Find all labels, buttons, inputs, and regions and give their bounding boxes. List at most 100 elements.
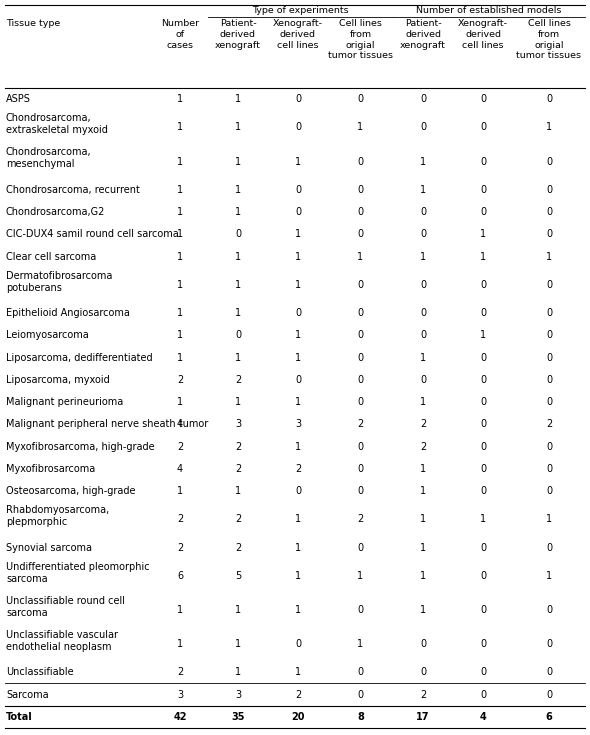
Text: 0: 0 [295, 184, 301, 195]
Text: 1: 1 [420, 486, 426, 496]
Text: 2: 2 [546, 419, 552, 429]
Text: 4: 4 [480, 712, 486, 722]
Text: 0: 0 [480, 486, 486, 496]
Text: 0: 0 [480, 605, 486, 615]
Text: 0: 0 [358, 330, 363, 340]
Text: 1: 1 [235, 280, 241, 290]
Text: 1: 1 [235, 122, 241, 132]
Text: 0: 0 [420, 122, 426, 132]
Text: 1: 1 [420, 157, 426, 167]
Text: 0: 0 [295, 122, 301, 132]
Text: 0: 0 [420, 639, 426, 649]
Text: 1: 1 [420, 571, 426, 581]
Text: 5: 5 [235, 571, 241, 581]
Text: 0: 0 [420, 330, 426, 340]
Text: 42: 42 [173, 712, 187, 722]
Text: Patient-
derived
xenograft: Patient- derived xenograft [215, 19, 261, 49]
Text: 1: 1 [295, 251, 301, 262]
Text: 0: 0 [546, 689, 552, 700]
Text: 0: 0 [480, 157, 486, 167]
Text: Dermatofibrosarcoma
potuberans: Dermatofibrosarcoma potuberans [6, 270, 112, 293]
Text: 2: 2 [177, 514, 183, 524]
Text: 0: 0 [546, 542, 552, 553]
Text: Clear cell sarcoma: Clear cell sarcoma [6, 251, 96, 262]
Text: Unclassifiable round cell
sarcoma: Unclassifiable round cell sarcoma [6, 596, 125, 618]
Text: 1: 1 [177, 308, 183, 318]
Text: 1: 1 [177, 94, 183, 104]
Text: Number of established models: Number of established models [417, 6, 562, 15]
Text: Xenograft-
derived
cell lines: Xenograft- derived cell lines [273, 19, 323, 49]
Text: 0: 0 [480, 375, 486, 385]
Text: 1: 1 [480, 229, 486, 240]
Text: 0: 0 [420, 667, 426, 678]
Text: 1: 1 [420, 353, 426, 362]
Text: 0: 0 [480, 464, 486, 474]
Text: 2: 2 [235, 375, 241, 385]
Text: 1: 1 [295, 330, 301, 340]
Text: 0: 0 [358, 667, 363, 678]
Text: 1: 1 [420, 542, 426, 553]
Text: 0: 0 [480, 308, 486, 318]
Text: 0: 0 [420, 280, 426, 290]
Text: 0: 0 [235, 229, 241, 240]
Text: 0: 0 [480, 94, 486, 104]
Text: Leiomyosarcoma: Leiomyosarcoma [6, 330, 88, 340]
Text: 0: 0 [480, 571, 486, 581]
Text: 0: 0 [295, 308, 301, 318]
Text: 0: 0 [358, 689, 363, 700]
Text: Sarcoma: Sarcoma [6, 689, 48, 700]
Text: 2: 2 [177, 667, 183, 678]
Text: 0: 0 [358, 486, 363, 496]
Text: 0: 0 [480, 667, 486, 678]
Text: 0: 0 [480, 122, 486, 132]
Text: Cell lines
from
origial
tumor tissues: Cell lines from origial tumor tissues [328, 19, 393, 60]
Text: 1: 1 [480, 514, 486, 524]
Text: Malignant perineurioma: Malignant perineurioma [6, 397, 123, 407]
Text: 0: 0 [480, 542, 486, 553]
Text: 1: 1 [177, 639, 183, 649]
Text: 0: 0 [480, 689, 486, 700]
Text: 0: 0 [546, 375, 552, 385]
Text: 1: 1 [177, 486, 183, 496]
Text: 1: 1 [480, 330, 486, 340]
Text: 6: 6 [177, 571, 183, 581]
Text: Chondrosarcoma,
mesenchymal: Chondrosarcoma, mesenchymal [6, 148, 91, 170]
Text: 2: 2 [177, 375, 183, 385]
Text: 0: 0 [546, 353, 552, 362]
Text: 1: 1 [235, 251, 241, 262]
Text: Tissue type: Tissue type [6, 19, 60, 28]
Text: 1: 1 [295, 605, 301, 615]
Text: ASPS: ASPS [6, 94, 31, 104]
Text: 2: 2 [177, 542, 183, 553]
Text: 1: 1 [358, 571, 363, 581]
Text: Total: Total [6, 712, 33, 722]
Text: Number
of
cases: Number of cases [161, 19, 199, 49]
Text: 0: 0 [358, 280, 363, 290]
Text: Epithelioid Angiosarcoma: Epithelioid Angiosarcoma [6, 308, 130, 318]
Text: 0: 0 [295, 94, 301, 104]
Text: 0: 0 [295, 207, 301, 217]
Text: 0: 0 [358, 157, 363, 167]
Text: Unclassifiable: Unclassifiable [6, 667, 74, 678]
Text: 0: 0 [546, 464, 552, 474]
Text: 4: 4 [177, 419, 183, 429]
Text: Liposarcoma, myxoid: Liposarcoma, myxoid [6, 375, 110, 385]
Text: 0: 0 [420, 375, 426, 385]
Text: 1: 1 [235, 639, 241, 649]
Text: 1: 1 [235, 184, 241, 195]
Text: 1: 1 [358, 639, 363, 649]
Text: 1: 1 [420, 397, 426, 407]
Text: 0: 0 [480, 419, 486, 429]
Text: 0: 0 [295, 375, 301, 385]
Text: 0: 0 [358, 605, 363, 615]
Text: 0: 0 [358, 207, 363, 217]
Text: 1: 1 [358, 122, 363, 132]
Text: 0: 0 [546, 486, 552, 496]
Text: 0: 0 [546, 280, 552, 290]
Text: Patient-
derived
xenograft: Patient- derived xenograft [400, 19, 446, 49]
Text: Myxofibrosarcoma, high-grade: Myxofibrosarcoma, high-grade [6, 442, 155, 451]
Text: 0: 0 [546, 308, 552, 318]
Text: 2: 2 [420, 419, 426, 429]
Text: 2: 2 [420, 689, 426, 700]
Text: Type of experiments: Type of experiments [252, 6, 349, 15]
